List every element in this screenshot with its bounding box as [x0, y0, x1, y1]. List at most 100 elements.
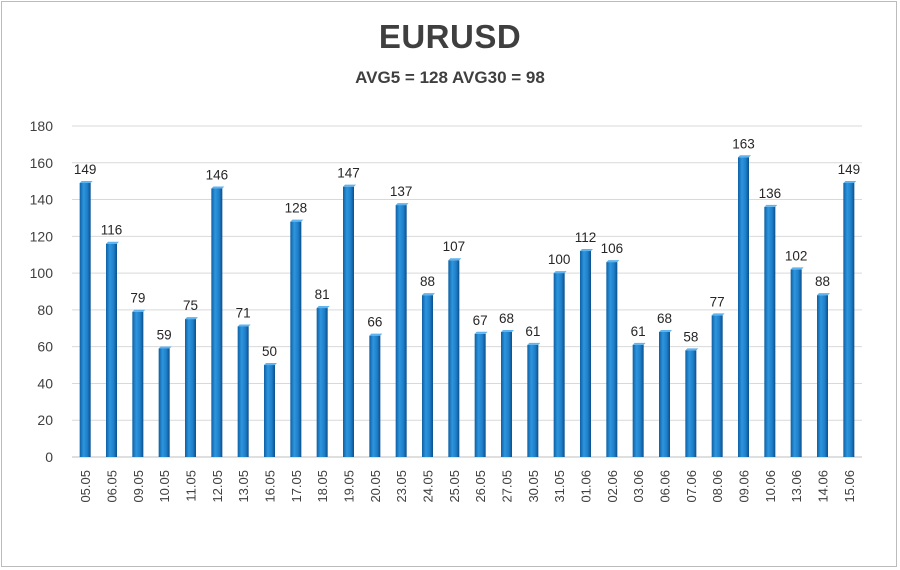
bar-top	[132, 309, 146, 312]
bar	[764, 206, 776, 457]
bar	[237, 326, 249, 457]
data-label: 66	[367, 315, 382, 330]
x-tick-label: 13.06	[789, 470, 804, 503]
y-tick-label: 180	[30, 118, 54, 134]
x-tick-label: 15.06	[842, 470, 857, 503]
x-tick-label: 11.05	[184, 470, 199, 502]
x-tick-label: 27.05	[500, 470, 515, 503]
x-tick-label: 19.05	[342, 470, 357, 503]
bar	[501, 331, 512, 457]
bar-top	[843, 181, 857, 184]
bar-top	[711, 313, 725, 316]
x-tick-label: 09.06	[737, 470, 752, 503]
bar	[711, 315, 723, 457]
y-tick-label: 160	[30, 155, 54, 171]
data-label: 61	[525, 324, 540, 339]
bar	[448, 260, 460, 457]
data-label: 88	[815, 274, 830, 289]
data-label: 79	[130, 291, 145, 306]
bar-top	[79, 181, 93, 184]
bar	[185, 319, 196, 457]
x-axis: 05.05 06.05 09.05 10.05 11.05 12.05 13.05 16.05…	[78, 470, 857, 503]
bar	[422, 295, 433, 457]
data-label: 106	[601, 241, 624, 256]
bar-top	[158, 346, 172, 349]
data-label: 68	[657, 311, 672, 326]
bar	[474, 333, 486, 457]
y-tick-label: 80	[37, 302, 53, 318]
chart-title: EURUSD	[378, 18, 522, 55]
bar	[659, 331, 670, 457]
data-label: 67	[473, 313, 488, 328]
bar-top	[474, 331, 488, 334]
x-tick-label: 12.05	[210, 470, 225, 503]
x-tick-label: 23.05	[394, 470, 409, 503]
x-tick-label: 13.05	[236, 470, 251, 503]
bar	[290, 221, 302, 457]
bar-top	[632, 342, 646, 345]
data-label: 100	[548, 252, 571, 267]
bar-top	[606, 260, 620, 263]
bar-top	[501, 329, 514, 332]
x-tick-label: 09.05	[131, 470, 146, 503]
grid-lines	[72, 125, 862, 458]
data-label: 58	[683, 329, 698, 344]
data-label: 107	[443, 239, 466, 254]
x-tick-label: 02.06	[605, 470, 620, 503]
x-tick-label: 16.05	[263, 470, 278, 503]
data-label: 116	[101, 223, 123, 238]
data-label: 81	[315, 287, 330, 302]
y-tick-label: 20	[37, 412, 53, 428]
bar-top	[527, 342, 541, 345]
bar-top	[764, 204, 778, 207]
data-label: 112	[575, 230, 597, 245]
data-label: 68	[499, 311, 514, 326]
x-tick-label: 26.05	[473, 470, 488, 503]
data-label: 149	[838, 162, 861, 177]
bar	[211, 188, 223, 457]
bar-top	[817, 293, 830, 296]
x-tick-label: 17.05	[289, 470, 304, 503]
bar	[843, 183, 855, 457]
bar-top	[264, 363, 277, 366]
chart-subtitle: AVG5 = 128 AVG30 = 98	[355, 68, 545, 87]
bar	[738, 157, 749, 457]
x-tick-label: 01.06	[579, 470, 594, 503]
y-tick-label: 100	[30, 265, 54, 281]
bar	[79, 183, 91, 457]
x-tick-label: 24.05	[421, 470, 436, 503]
bar	[316, 308, 328, 457]
bar-top	[369, 333, 383, 336]
x-tick-label: 25.05	[447, 470, 462, 503]
data-label: 102	[785, 248, 808, 263]
x-tick-label: 08.06	[710, 470, 725, 503]
data-label: 88	[420, 274, 435, 289]
data-label: 59	[157, 328, 172, 343]
data-label: 77	[710, 294, 725, 309]
bar	[106, 243, 117, 457]
bar-top	[685, 348, 699, 351]
data-label: 128	[285, 201, 308, 216]
bar-top	[211, 186, 225, 189]
bar	[132, 311, 144, 457]
bar-top	[290, 219, 304, 222]
bar-top	[659, 329, 672, 332]
bar	[580, 251, 591, 457]
bar-top	[395, 203, 409, 206]
y-tick-label: 120	[30, 228, 54, 244]
x-tick-label: 20.05	[368, 470, 383, 503]
y-tick-label: 60	[37, 339, 53, 355]
x-tick-label: 03.06	[631, 470, 646, 503]
data-label: 146	[206, 168, 229, 183]
bar	[553, 273, 565, 457]
data-label: 71	[236, 305, 251, 320]
x-tick-label: 31.05	[552, 470, 567, 503]
bar	[343, 186, 354, 457]
bar	[606, 262, 618, 457]
bar-top	[106, 241, 119, 244]
x-tick-label: 10.06	[763, 470, 778, 503]
data-label: 75	[183, 298, 198, 313]
data-label: 61	[631, 324, 646, 339]
bar	[158, 348, 170, 457]
